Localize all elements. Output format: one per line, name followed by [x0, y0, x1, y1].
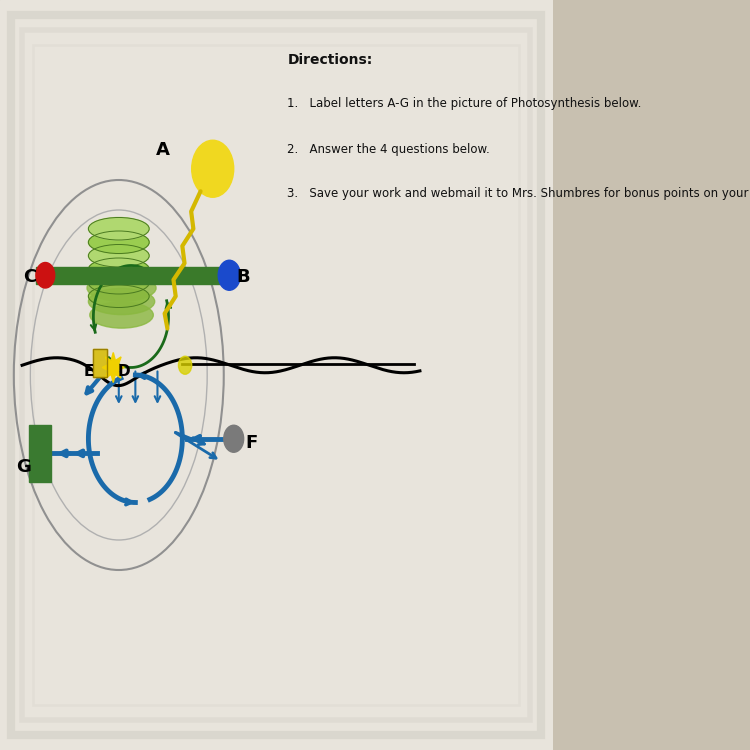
Text: Directions:: Directions: [287, 53, 373, 67]
Text: A: A [156, 141, 170, 159]
FancyBboxPatch shape [36, 267, 230, 284]
FancyBboxPatch shape [93, 349, 106, 377]
Text: F: F [245, 433, 257, 451]
Ellipse shape [90, 302, 153, 328]
FancyBboxPatch shape [0, 0, 553, 750]
Text: 1.   Label letters A-G in the picture of Photosynthesis below.: 1. Label letters A-G in the picture of P… [287, 98, 642, 110]
Text: G: G [16, 458, 31, 476]
Circle shape [192, 140, 234, 197]
Text: E: E [83, 364, 94, 379]
Text: D: D [118, 364, 130, 379]
Ellipse shape [88, 285, 149, 308]
Ellipse shape [88, 231, 149, 254]
Text: C: C [22, 268, 36, 286]
Ellipse shape [88, 258, 149, 280]
Circle shape [218, 260, 240, 290]
Ellipse shape [87, 275, 156, 301]
Ellipse shape [88, 272, 149, 294]
Text: 2.   Answer the 4 questions below.: 2. Answer the 4 questions below. [287, 142, 490, 155]
Circle shape [224, 425, 244, 452]
Polygon shape [102, 352, 125, 382]
Text: B: B [236, 268, 250, 286]
Circle shape [178, 356, 192, 374]
Ellipse shape [88, 289, 154, 315]
Ellipse shape [88, 244, 149, 267]
Text: 3.   Save your work and webmail it to Mrs. Shumbres for bonus points on your ...: 3. Save your work and webmail it to Mrs.… [287, 188, 750, 200]
Circle shape [36, 262, 55, 288]
Ellipse shape [88, 217, 149, 240]
FancyBboxPatch shape [28, 425, 51, 482]
